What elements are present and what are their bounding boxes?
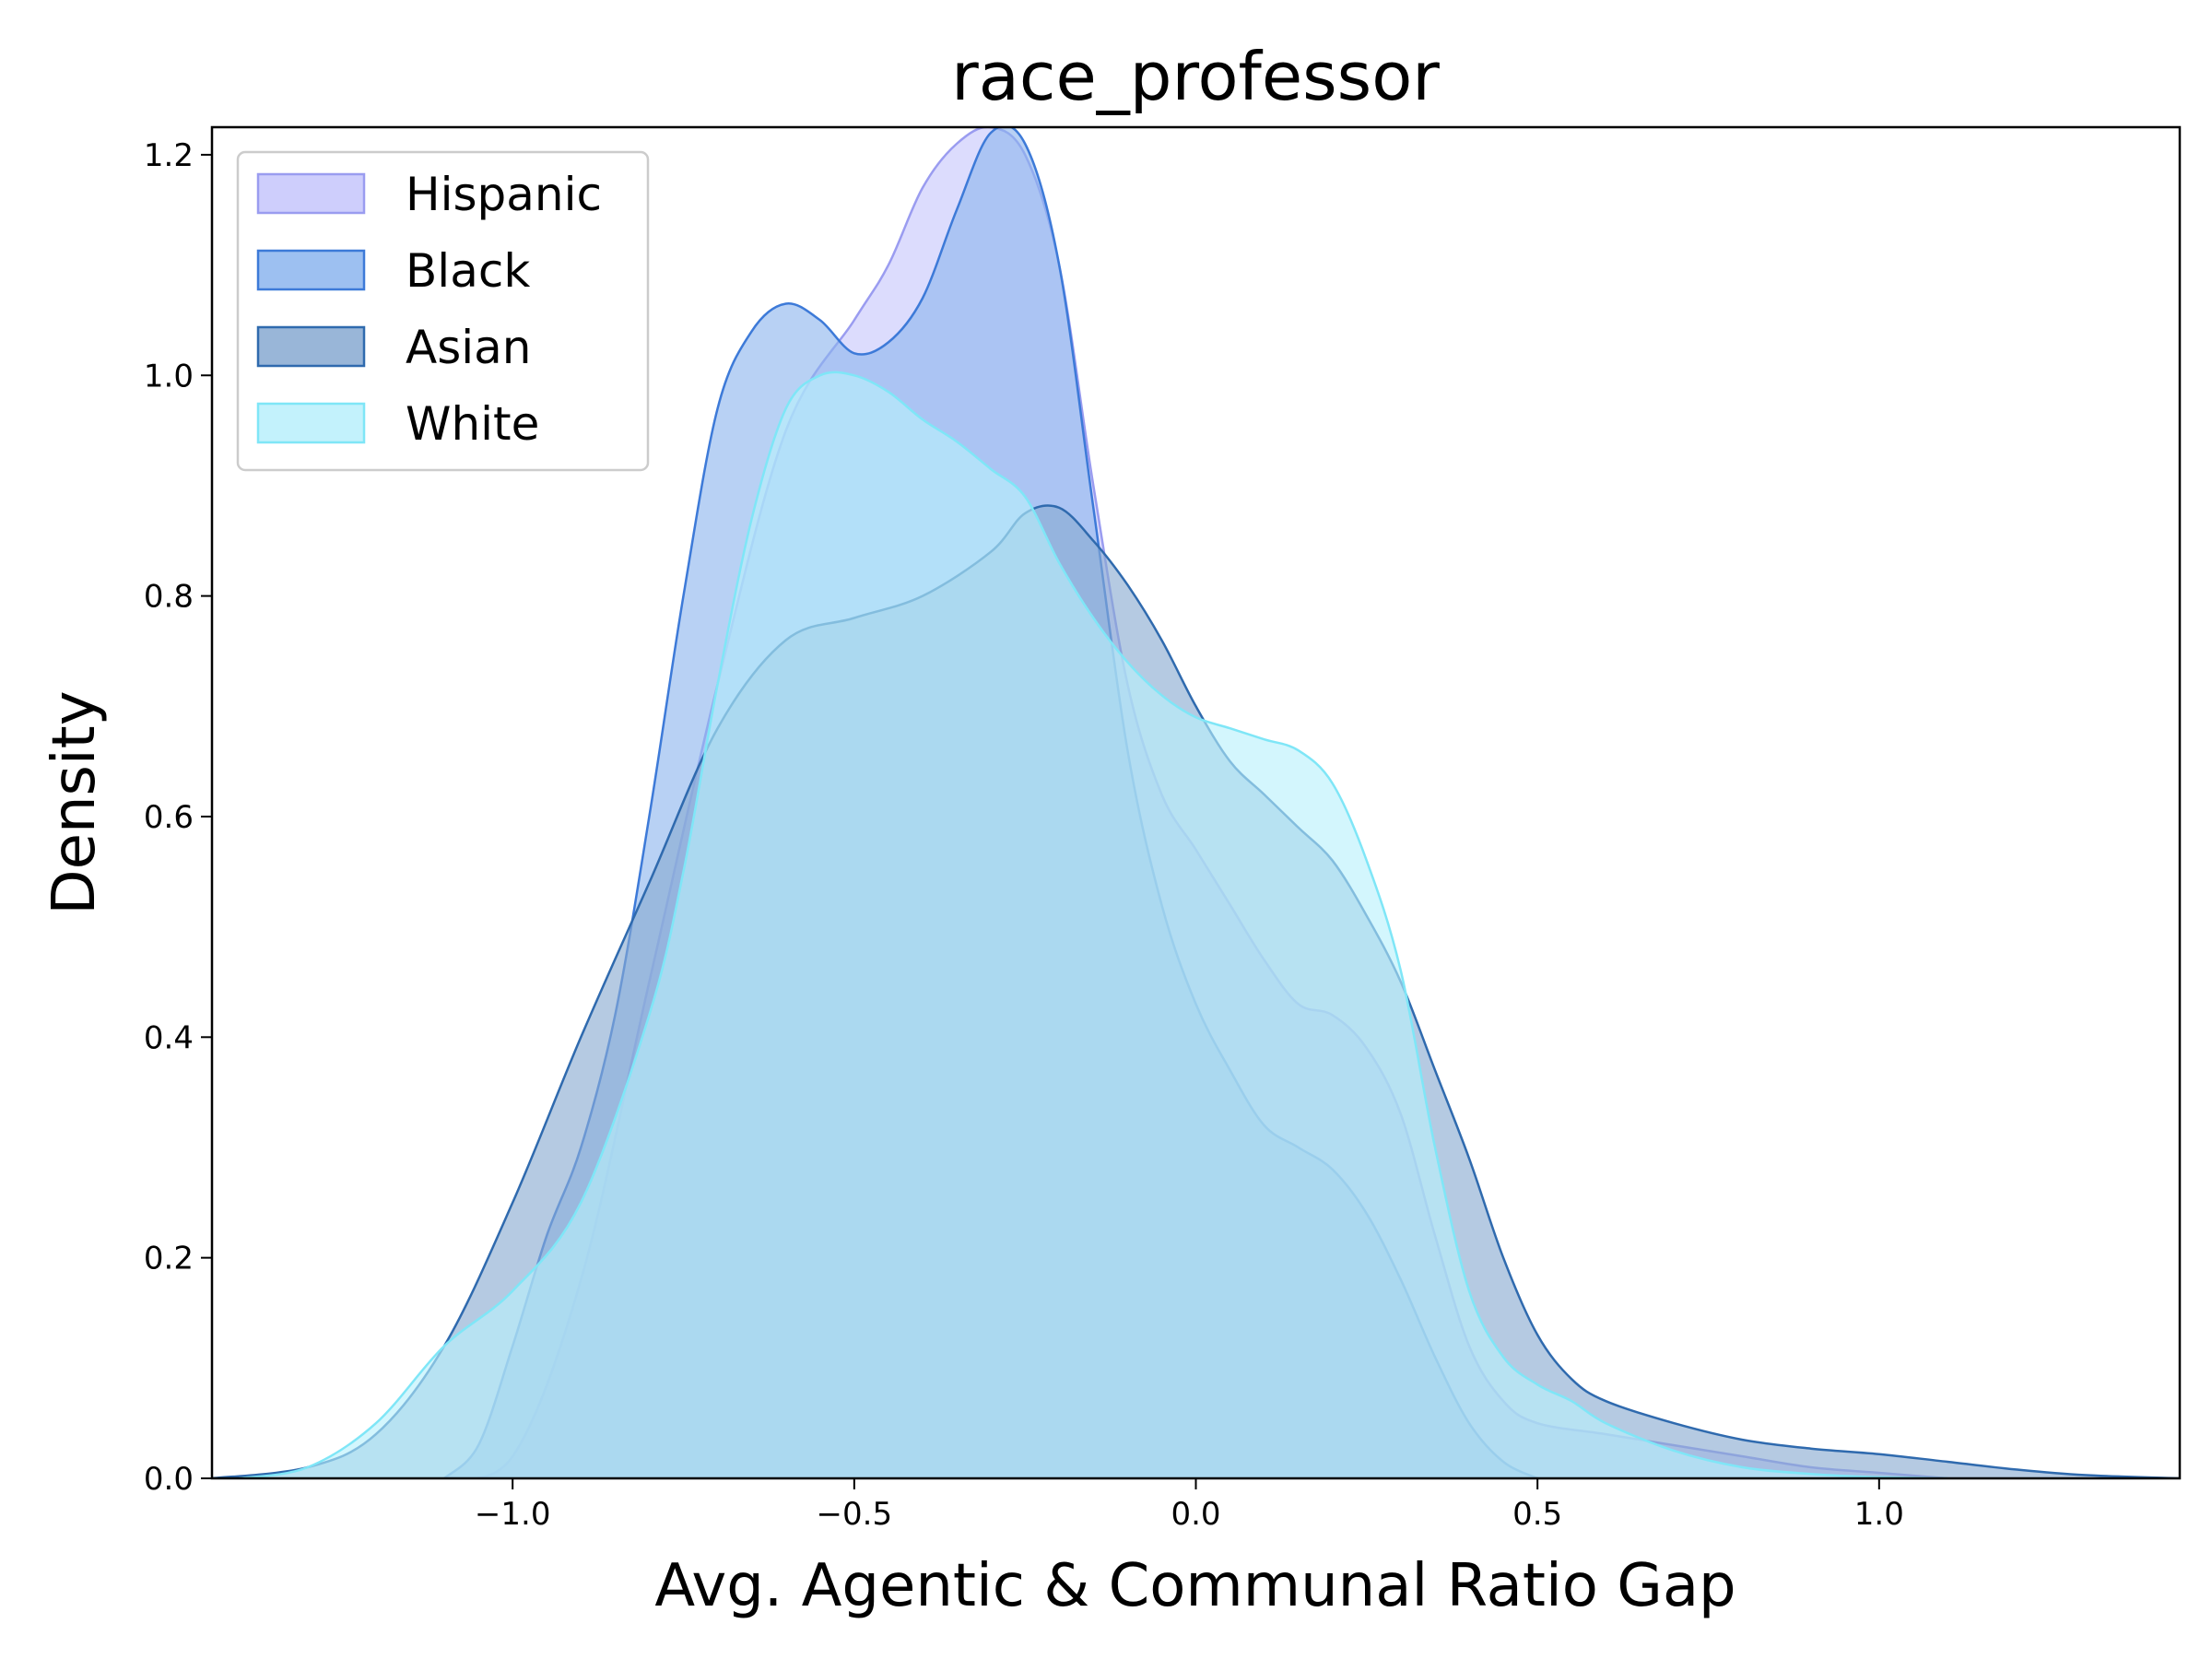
y-tick-label: 0.4 [144, 1019, 194, 1056]
x-tick-label: 0.5 [1512, 1496, 1562, 1533]
y-tick-label: 1.2 [144, 137, 194, 174]
x-tick-label: 0.0 [1171, 1496, 1220, 1533]
legend-label-white: White [406, 397, 539, 451]
legend-frame [236, 150, 650, 472]
x-axis-ticks: −1.0 −0.5 0.0 0.5 1.0 [475, 1478, 1904, 1533]
y-tick-label: 0.0 [144, 1461, 194, 1498]
y-tick-label: 0.2 [144, 1241, 194, 1277]
x-tick-label: 1.0 [1854, 1496, 1904, 1533]
legend: Hispanic Black Asian White [236, 150, 650, 472]
density-area-white [239, 371, 1948, 1478]
density-areas [212, 127, 2180, 1478]
y-tick-label: 0.8 [144, 579, 194, 616]
legend-swatch-white [256, 402, 366, 444]
chart-title: race_professor [951, 38, 1440, 115]
y-axis-ticks: 0.0 0.2 0.4 0.6 0.8 1.0 1.2 [144, 137, 212, 1498]
legend-swatch-black [256, 249, 366, 291]
y-axis-label: Density [41, 690, 109, 914]
legend-label-black: Black [406, 244, 530, 298]
x-tick-label: −1.0 [475, 1496, 551, 1533]
density-line-white [239, 371, 1948, 1478]
legend-label-asian: Asian [406, 321, 531, 374]
legend-swatch-hispanic [256, 172, 366, 215]
y-tick-label: 1.0 [144, 358, 194, 394]
y-tick-label: 0.6 [144, 799, 194, 836]
x-axis-label: Avg. Agentic & Communal Ratio Gap [654, 1552, 1735, 1620]
x-tick-label: −0.5 [817, 1496, 893, 1533]
legend-swatch-asian [256, 325, 366, 368]
legend-label-hispanic: Hispanic [406, 168, 602, 221]
